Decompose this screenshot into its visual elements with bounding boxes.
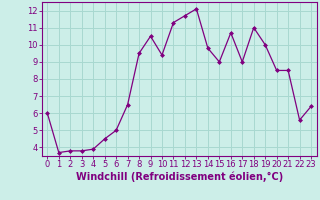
X-axis label: Windchill (Refroidissement éolien,°C): Windchill (Refroidissement éolien,°C) [76,172,283,182]
